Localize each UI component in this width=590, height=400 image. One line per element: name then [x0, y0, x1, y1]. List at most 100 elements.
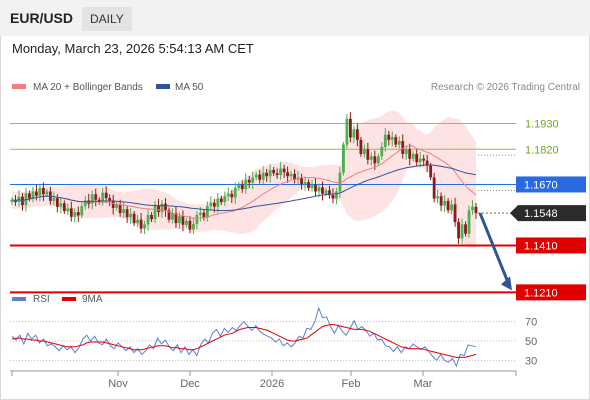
candle-body: [185, 220, 188, 225]
candle-body: [146, 214, 150, 225]
rsi-tick-30: 30: [525, 355, 537, 367]
candle-body: [216, 198, 220, 207]
candle-body: [150, 214, 153, 220]
candle-body: [115, 204, 119, 208]
candle-body: [195, 214, 199, 224]
candle-body: [380, 146, 384, 157]
rsi-9ma-line: [11, 324, 477, 358]
candle-body: [94, 194, 98, 200]
candle-body: [349, 118, 352, 138]
candle-body: [174, 213, 178, 224]
candle-body: [73, 212, 77, 217]
candle-body: [198, 212, 202, 215]
candle-body: [397, 141, 401, 145]
level-tag-1.1930: 1.1930: [525, 118, 559, 130]
candle-body: [122, 209, 126, 214]
candle-body: [240, 184, 244, 190]
candle-body: [38, 187, 42, 196]
level-label-1.1670: 1.1670: [524, 179, 558, 191]
candle-body: [31, 191, 35, 199]
candle-body: [90, 194, 94, 204]
candle-body: [45, 191, 49, 195]
candle-body: [362, 149, 366, 154]
candle-body: [223, 196, 227, 203]
candle-body: [359, 139, 363, 154]
candle-body: [331, 195, 335, 199]
time-axis: Nov Dec 2026 Feb Mar: [10, 370, 517, 390]
x-tick-label-Nov: Nov: [108, 378, 128, 390]
level-tag-1.1670: 1.1670: [516, 176, 586, 193]
candle-body: [254, 174, 258, 178]
candle-body: [369, 156, 373, 160]
timeframe-button[interactable]: DAILY: [82, 7, 132, 31]
rsi-legend-label: RSI: [33, 294, 50, 305]
x-tick-label-2026: 2026: [260, 378, 284, 390]
bollinger-legend-label: MA 20 + Bollinger Bands: [33, 82, 143, 93]
level-label-1.1210: 1.1210: [524, 287, 558, 299]
candle-body: [62, 203, 66, 212]
ma50-line: [11, 164, 477, 212]
candle-body: [464, 224, 467, 234]
candle-body: [52, 198, 56, 201]
candle-body: [303, 182, 307, 184]
candle-body: [139, 219, 143, 229]
candle-body: [118, 204, 122, 214]
candle-body: [338, 172, 342, 192]
candle-body: [97, 199, 101, 202]
candle-body: [457, 222, 460, 239]
candle-body: [429, 165, 433, 178]
candle-body: [212, 202, 216, 207]
candle-body: [261, 172, 265, 180]
candle-body: [80, 206, 84, 216]
candle-body: [450, 204, 453, 211]
candle-body: [352, 129, 356, 138]
candle-body: [453, 204, 457, 222]
candle-body: [132, 213, 136, 224]
research-credit: Research © 2026 Trading Central: [431, 82, 580, 93]
candle-body: [272, 169, 276, 174]
candle-body: [153, 205, 157, 220]
candle-body: [321, 187, 324, 194]
candle-body: [387, 134, 391, 140]
candle-body: [279, 168, 283, 176]
candle-body: [345, 118, 349, 145]
candle-body: [282, 168, 286, 173]
candle-body: [300, 177, 303, 184]
candle-body: [157, 205, 160, 213]
candle-body: [181, 216, 185, 225]
candle-body: [383, 134, 387, 147]
forecast-arrow-shaft: [478, 212, 510, 283]
header-bar: EUR/USD DAILY: [0, 0, 590, 36]
candle-body: [35, 191, 38, 196]
level-box-1.1410: [516, 237, 586, 254]
candle-body: [59, 203, 63, 207]
candle-body: [192, 223, 195, 230]
x-tick-label-Mar: Mar: [414, 378, 433, 390]
candle-body: [314, 184, 317, 192]
candle-body: [205, 206, 209, 218]
bollinger-band: [12, 110, 476, 248]
level-tag-1.1210: 1.1210: [516, 284, 586, 301]
candle-body: [101, 192, 105, 202]
candle-body: [10, 199, 14, 203]
candle-body: [436, 196, 440, 199]
candle-body: [307, 182, 310, 188]
level-label-1.1820: 1.1820: [525, 144, 559, 156]
rsi-line: [11, 306, 477, 368]
candle-body: [286, 172, 290, 177]
candle-body: [471, 206, 474, 211]
ma50-legend-label: MA 50: [175, 82, 204, 93]
candle-body: [108, 198, 112, 201]
candle-body: [219, 198, 223, 203]
candle-body: [251, 177, 255, 183]
candle-body: [404, 149, 408, 154]
candle-body: [55, 198, 59, 207]
candle-body: [432, 177, 436, 199]
candle-body: [268, 169, 272, 177]
rsi-tick-70: 70: [525, 317, 537, 329]
candle-body: [209, 202, 213, 207]
bollinger-legend-swatch: [12, 84, 26, 89]
forecast-arrow-head: [501, 276, 512, 291]
candle-body: [111, 200, 115, 208]
